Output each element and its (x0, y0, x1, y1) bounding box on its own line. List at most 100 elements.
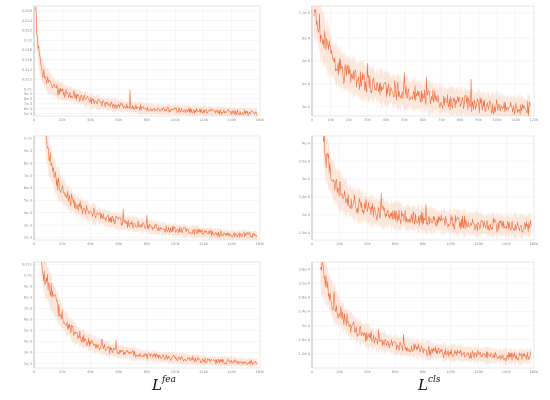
y-tick-label: 0.01 (24, 137, 32, 141)
chart-panel-bottom-right: 3.6e-4 3.2e-4 2.8e-4 2.4e-4 2e-4 1.6e-4 1.2e-4… (298, 261, 539, 374)
x-tick-label: 160k (256, 242, 266, 246)
y-tick-label: 7e-3 (24, 102, 32, 106)
y-tick-label: 3.6e-4 (298, 267, 310, 271)
y-tick-label: 0.01 (24, 273, 32, 277)
x-tick-label: 160k (256, 118, 266, 122)
y-tick-label: 8e-3 (24, 161, 32, 165)
x-tick-label: 80k (144, 242, 152, 246)
series-line (322, 135, 532, 233)
x-tick-label: 70k (438, 118, 446, 122)
series-line (41, 261, 258, 365)
chart-panel-top-right: 7.1e-4 6e-4 5e-4 4e-4 3e-4 0 10k 20k 30k 40k 50k 60… (298, 5, 539, 122)
x-tick-label: 80k (420, 242, 428, 246)
y-tick-label: 0.011 (22, 262, 32, 266)
x-tick-label: 0 (33, 242, 36, 246)
y-tick-label: 0.022 (22, 29, 32, 33)
series-spread-band (313, 6, 531, 116)
x-tick-label: 160k (256, 370, 266, 374)
x-tick-label: 60k (115, 118, 123, 122)
y-tick-label: 7e-3 (24, 307, 32, 311)
x-tick-label: 0 (311, 118, 314, 122)
y-tick-label: 9e-3 (24, 284, 32, 288)
x-tick-label: 140k (227, 370, 237, 374)
y-tick-label: 6e-4 (302, 36, 311, 40)
caption-left: Lfea (151, 375, 176, 394)
y-tick-label: 3.2e-4 (298, 281, 310, 285)
y-tick-label: 2e-3 (24, 362, 32, 366)
y-tick-label: 6e-3 (24, 107, 32, 111)
y-tick-label: 0.024 (22, 19, 33, 23)
y-tick-label: 1.5e-4 (298, 231, 310, 235)
x-tick-label: 90k (475, 118, 483, 122)
y-tick-label: 0.016 (22, 58, 33, 62)
x-tick-label: 50k (401, 118, 409, 122)
caption-left-sup: fea (161, 375, 176, 385)
y-tick-label: 8e-3 (24, 296, 32, 300)
caption-left-base: L (151, 376, 162, 394)
y-tick-label: 3e-3 (24, 223, 32, 227)
series-line (35, 6, 258, 116)
y-tick-label: 5e-4 (302, 59, 311, 63)
x-tick-label: 40k (364, 370, 372, 374)
chart-panel-middle-left: 0.01 9e-3 8e-3 7e-3 6e-3 5e-3 4e-3 3e-3 2e-30 20k… (24, 135, 266, 246)
x-tick-label: 20k (346, 118, 354, 122)
y-tick-label: 9e-3 (24, 149, 32, 153)
chart-panel-bottom-left: 0.011 0.01 9e-3 8e-3 7e-3 6e-3 5e-3 4e-3 3e-3 2e-… (22, 261, 266, 374)
y-tick-label: 8e-3 (24, 97, 32, 101)
x-tick-label: 0 (33, 118, 36, 122)
caption-right-sup: cls (428, 375, 441, 385)
x-tick-label: 100k (171, 118, 181, 122)
x-tick-label: 60k (392, 242, 400, 246)
x-tick-label: 40k (87, 370, 95, 374)
x-tick-label: 40k (87, 118, 95, 122)
y-tick-label: 1.2e-4 (298, 352, 310, 356)
x-tick-label: 120k (474, 370, 484, 374)
x-tick-label: 0 (33, 370, 36, 374)
x-tick-label: 60k (115, 242, 123, 246)
x-tick-label: 140k (502, 370, 512, 374)
series-line (45, 135, 258, 238)
y-tick-label: 4e-3 (24, 211, 32, 215)
x-tick-label: 80k (457, 118, 465, 122)
y-tick-label: 2.5e-4 (298, 195, 310, 199)
y-tick-label: 3e-4 (302, 105, 311, 109)
x-tick-label: 60k (420, 118, 428, 122)
chart-panels: 0.0260.0240.0220.020.0180.0160.0140.0120… (22, 5, 539, 374)
x-tick-label: 100k (171, 370, 181, 374)
x-tick-label: 30k (364, 118, 372, 122)
y-tick-label: 3e-3 (24, 351, 32, 355)
y-tick-label: 2e-3 (24, 236, 32, 240)
y-tick-label: 0.02 (24, 38, 32, 42)
y-tick-label: 6e-3 (24, 186, 32, 190)
y-tick-label: 5e-3 (24, 112, 32, 116)
x-tick-label: 80k (144, 118, 152, 122)
y-tick-label: 4e-4 (302, 141, 311, 145)
caption-right-base: L (417, 376, 428, 394)
x-tick-label: 120k (199, 370, 209, 374)
x-tick-label: 110k (511, 118, 521, 122)
series-spread-band (41, 262, 258, 368)
x-tick-label: 100k (171, 242, 181, 246)
y-tick-label: 2e-4 (302, 324, 311, 328)
x-tick-label: 20k (336, 370, 344, 374)
x-tick-label: 120k (199, 242, 209, 246)
caption-right: Lcls (417, 375, 441, 394)
y-tick-label: 5e-3 (24, 199, 32, 203)
x-tick-label: 140k (502, 242, 512, 246)
y-tick-label: 0.014 (22, 68, 33, 72)
x-tick-label: 0 (311, 370, 314, 374)
y-tick-label: 0.018 (22, 48, 33, 52)
series-spread-band (323, 136, 532, 240)
x-tick-label: 60k (392, 370, 400, 374)
x-tick-label: 0 (311, 242, 314, 246)
x-tick-label: 10k (327, 118, 335, 122)
x-tick-label: 20k (59, 118, 67, 122)
x-tick-label: 20k (59, 242, 67, 246)
y-tick-label: 6e-3 (24, 318, 32, 322)
y-tick-label: 0.01 (24, 87, 32, 91)
x-tick-label: 100k (493, 118, 503, 122)
y-tick-label: 7e-3 (24, 174, 32, 178)
x-tick-label: 60k (115, 370, 123, 374)
x-tick-label: 40k (383, 118, 391, 122)
